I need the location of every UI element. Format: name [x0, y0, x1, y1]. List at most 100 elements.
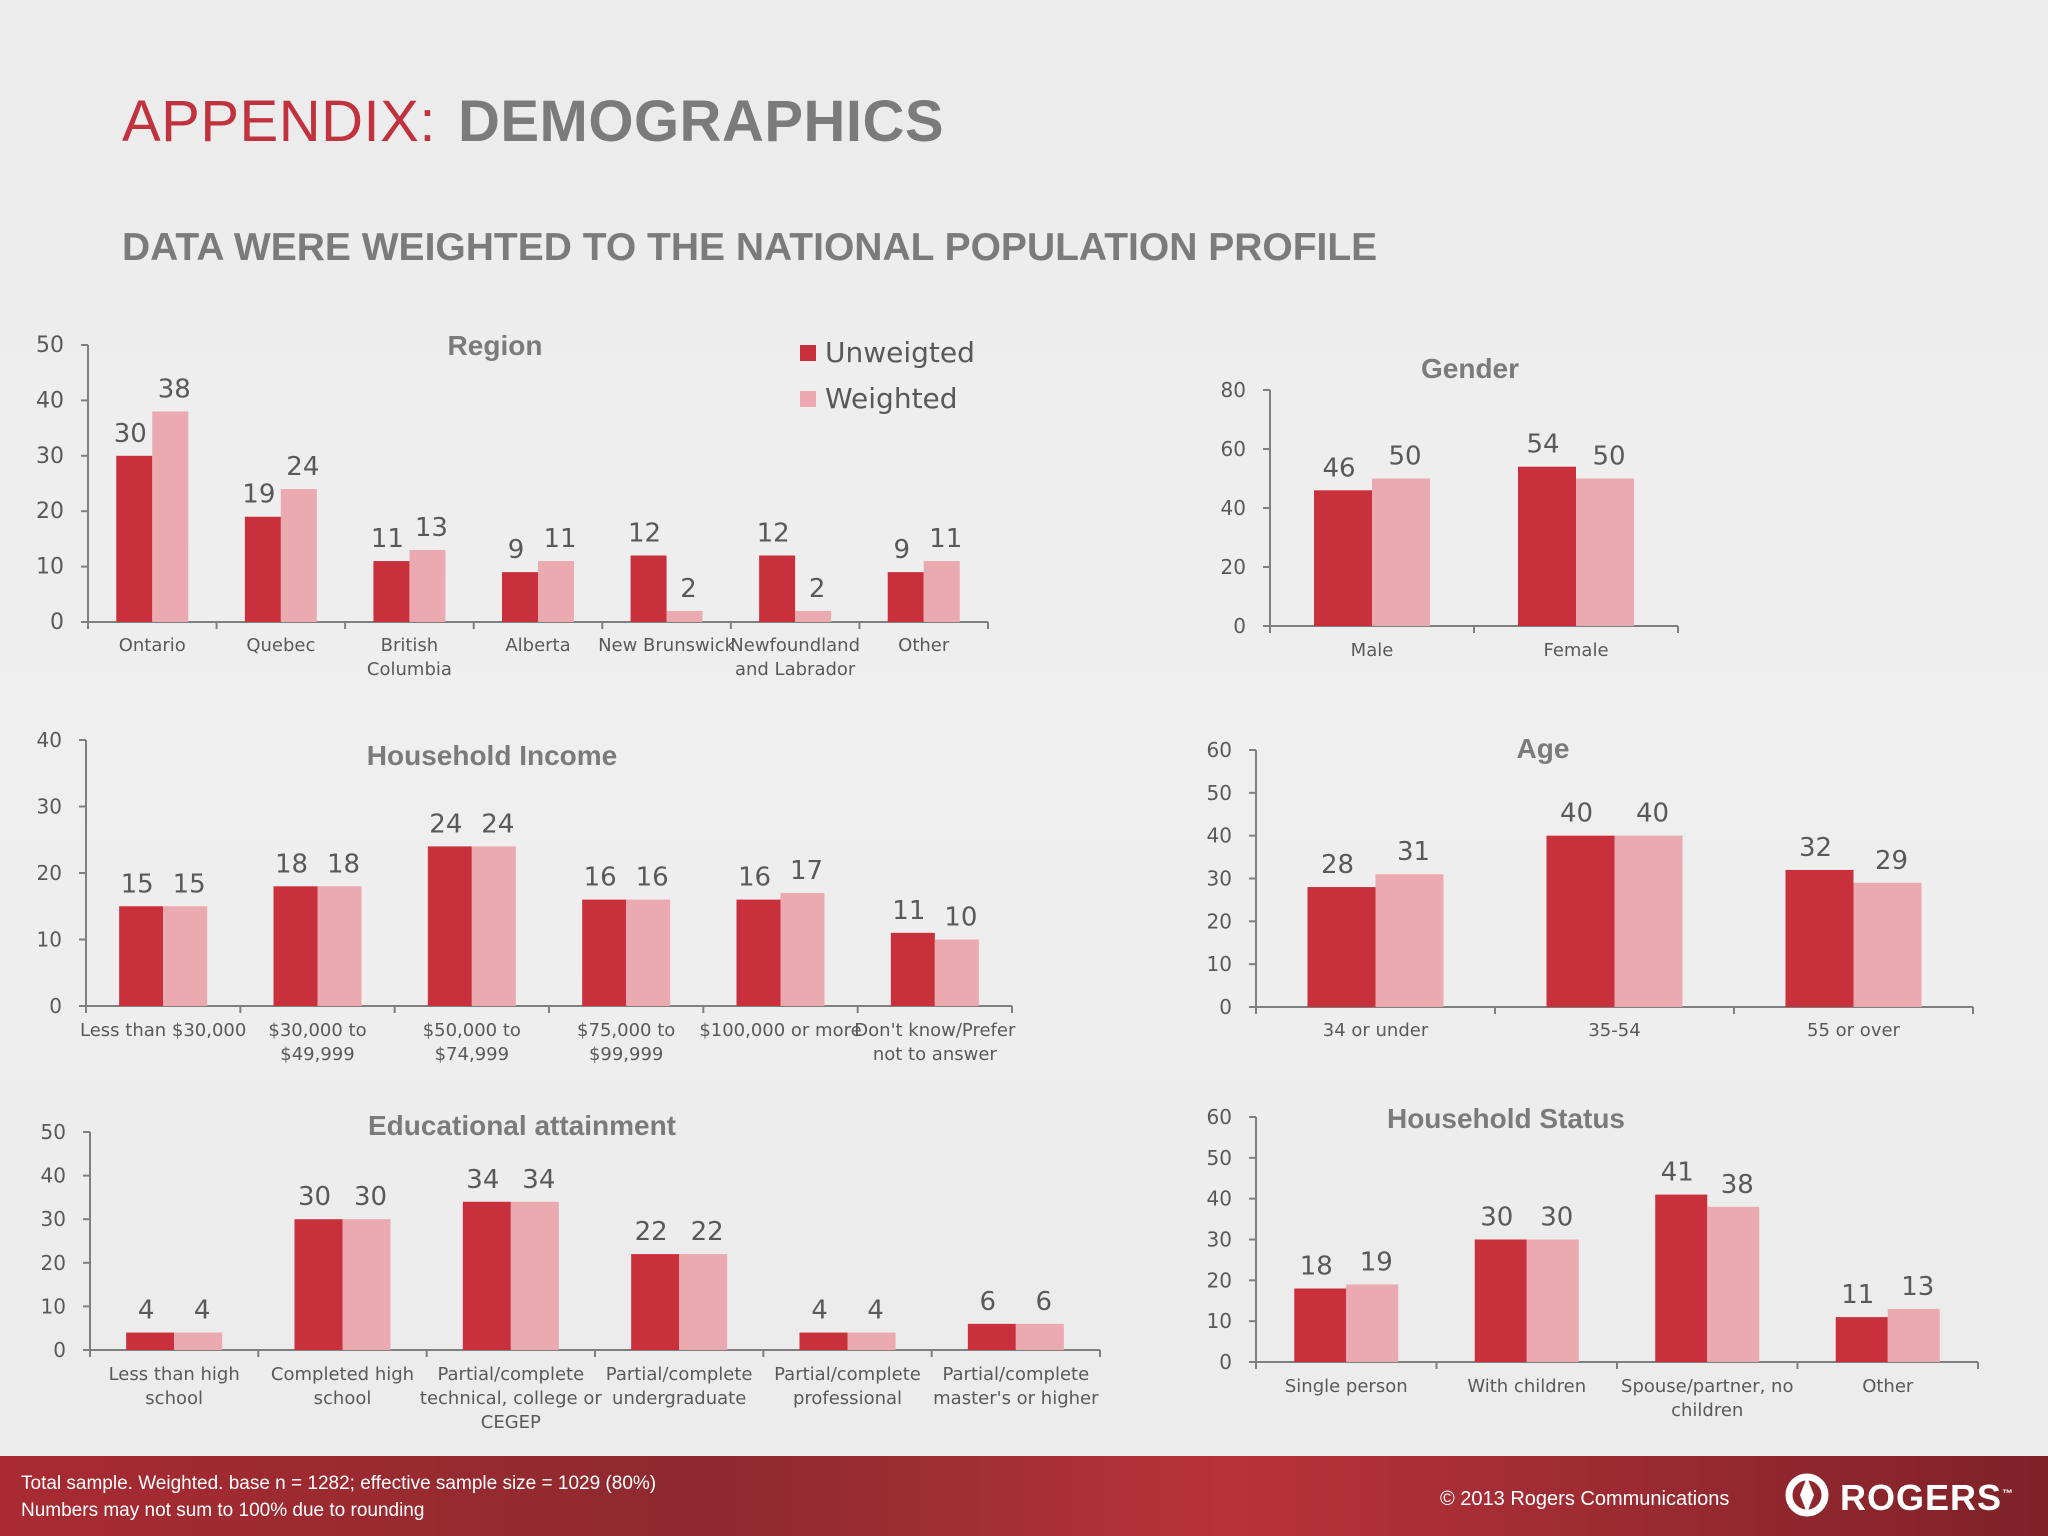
bar-unweighted [462, 1201, 511, 1350]
y-tick-label: 0 [1219, 995, 1232, 1019]
page-subtitle: DATA WERE WEIGHTED TO THE NATIONAL POPUL… [122, 226, 1378, 269]
bar-weighted [409, 549, 446, 622]
y-tick-label: 10 [37, 928, 62, 952]
bar-unweighted [1546, 835, 1615, 1007]
bar-weighted [152, 411, 189, 622]
data-label: 24 [286, 452, 319, 482]
data-label: 18 [1300, 1252, 1333, 1282]
category-label: Completed high school [271, 1364, 414, 1409]
data-label: 10 [944, 903, 977, 933]
y-tick-label: 30 [1207, 1228, 1232, 1252]
bar-weighted [1707, 1206, 1760, 1362]
data-label: 30 [1540, 1203, 1573, 1233]
bar-unweighted [759, 555, 796, 622]
bar-weighted [538, 561, 574, 622]
bar-weighted [1372, 478, 1430, 626]
data-label: 32 [1799, 833, 1832, 863]
title-demographics: DEMOGRAPHICS [457, 89, 945, 154]
y-tick-label: 0 [50, 610, 64, 635]
data-label: 34 [466, 1165, 499, 1195]
category-label: Less than $30,000 [80, 1020, 246, 1041]
age-chart: Age 0 10 20 30 40 50 60 28 31 34 or under 40 40 35-54… [1207, 733, 1974, 1041]
data-label: 30 [1480, 1203, 1513, 1233]
category-label: 35-54 [1588, 1020, 1640, 1041]
bar-weighted [342, 1219, 391, 1350]
bar-weighted [679, 1254, 728, 1350]
category-label: Single person [1285, 1376, 1408, 1397]
data-label: 16 [738, 863, 771, 893]
category-label: $75,000 to $99,999 [577, 1020, 675, 1065]
y-tick-label: 10 [1207, 1309, 1232, 1333]
y-tick-label: 60 [1207, 738, 1232, 762]
region-chart: Region 0 10 20 30 40 50 30 38 Ontario 19 24 Quebec 11… [36, 330, 989, 680]
data-label: 30 [114, 419, 147, 449]
bar-unweighted [1474, 1239, 1527, 1362]
category-label: Quebec [246, 635, 315, 656]
y-tick-label: 20 [37, 861, 62, 885]
title-appendix: APPENDIX: [122, 89, 436, 154]
category-label: $50,000 to $74,999 [423, 1020, 521, 1065]
footer-rounding-note: Numbers may not sum to 100% due to round… [21, 1500, 425, 1521]
bar-weighted [1526, 1239, 1579, 1362]
bar-weighted [174, 1332, 223, 1350]
data-label: 4 [867, 1296, 884, 1326]
data-label: 11 [371, 524, 404, 554]
rogers-wordmark: ROGERS™ [1840, 1477, 2015, 1518]
bar-unweighted [116, 455, 153, 622]
y-tick-label: 20 [36, 499, 64, 524]
chart-title: Household Status [1387, 1103, 1625, 1134]
legend-swatch-weighted [800, 391, 816, 407]
bar-unweighted [1314, 490, 1372, 626]
data-label: 11 [1841, 1280, 1874, 1310]
y-tick-label: 40 [1207, 1187, 1232, 1211]
bar-weighted [1346, 1284, 1399, 1362]
data-label: 30 [354, 1182, 387, 1212]
category-label: British Columbia [367, 635, 452, 680]
bar-unweighted [890, 932, 935, 1006]
bar-weighted [847, 1332, 896, 1350]
category-label: 55 or over [1807, 1020, 1901, 1041]
data-label: 11 [929, 524, 962, 554]
data-label: 11 [892, 896, 925, 926]
chart-title: Educational attainment [368, 1110, 676, 1141]
data-label: 13 [1901, 1272, 1934, 1302]
category-label: New Brunswick [598, 635, 736, 656]
bar-unweighted [294, 1219, 343, 1350]
data-label: 9 [508, 535, 525, 565]
data-label: 41 [1661, 1158, 1694, 1188]
category-label: Less than high school [109, 1364, 240, 1409]
data-label: 38 [1721, 1170, 1754, 1200]
data-label: 18 [327, 849, 360, 879]
y-tick-label: 10 [41, 1294, 66, 1318]
data-label: 34 [522, 1165, 555, 1195]
bar-unweighted [244, 516, 281, 622]
y-tick-label: 0 [1219, 1350, 1232, 1374]
data-label: 13 [415, 513, 448, 543]
category-label: Male [1351, 640, 1394, 661]
data-label: 30 [298, 1182, 331, 1212]
data-label: 50 [1592, 442, 1625, 472]
y-tick-label: 60 [1221, 437, 1246, 461]
y-tick-label: 40 [36, 388, 64, 413]
bar-weighted [317, 886, 362, 1006]
y-tick-label: 10 [1207, 952, 1232, 976]
bar-weighted [1614, 835, 1683, 1007]
data-label: 31 [1397, 837, 1430, 867]
data-label: 24 [481, 809, 514, 839]
y-tick-label: 20 [41, 1251, 66, 1275]
data-label: 15 [121, 869, 154, 899]
legend-label-weighted: Weighted [825, 382, 958, 415]
data-label: 28 [1321, 850, 1354, 880]
data-label: 46 [1322, 453, 1355, 483]
data-label: 50 [1388, 442, 1421, 472]
bar-weighted [1853, 882, 1922, 1007]
y-tick-label: 20 [1221, 555, 1246, 579]
bar-unweighted [736, 899, 781, 1006]
y-tick-label: 50 [36, 333, 64, 358]
data-label: 40 [1560, 799, 1593, 829]
bar-unweighted [1655, 1194, 1708, 1362]
category-label: Other [1862, 1376, 1914, 1397]
bar-weighted [795, 610, 832, 622]
y-tick-label: 40 [1207, 824, 1232, 848]
bar-unweighted [631, 1254, 680, 1350]
